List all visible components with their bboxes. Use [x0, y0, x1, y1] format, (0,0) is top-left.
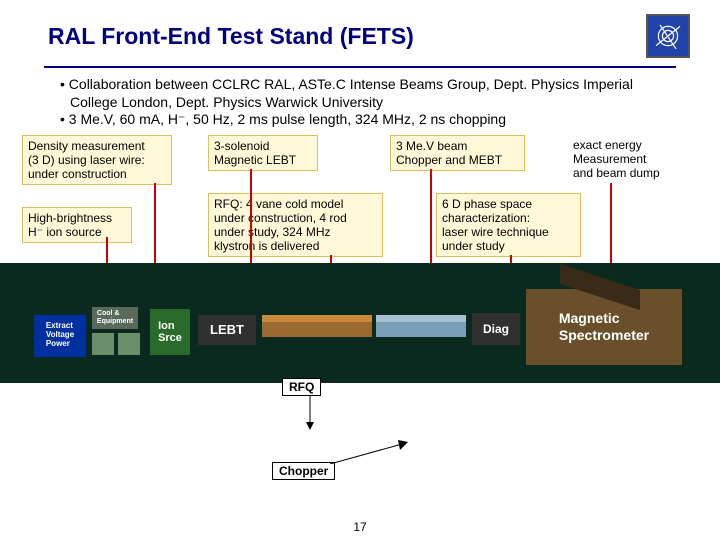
label-chopper: Chopper — [272, 462, 335, 480]
box-spectrometer: Magnetic Spectrometer — [526, 289, 682, 365]
beamline-diagram: Extract Voltage Power Cool & Equipment I… — [0, 263, 720, 383]
box-ion: Ion Srce — [150, 309, 190, 355]
callout-6d: 6 D phase space characterization: laser … — [436, 193, 581, 258]
callout-region: Density measurement (3 D) using laser wi… — [10, 135, 710, 263]
callout-rfq: RFQ: 4 vane cold model under constructio… — [208, 193, 383, 258]
box-lebt: LEBT — [198, 315, 256, 345]
callout-lebt: 3-solenoid Magnetic LEBT — [208, 135, 318, 171]
callout-energy: exact energy Measurement and beam dump — [568, 135, 683, 183]
box-extract: Extract Voltage Power — [34, 315, 86, 357]
chopper-leader — [330, 440, 410, 464]
callout-chopper-mebt: 3 Me.V beam Chopper and MEBT — [390, 135, 525, 171]
page-title: RAL Front-End Test Stand (FETS) — [48, 23, 646, 50]
bullet-1: • Collaboration between CCLRC RAL, ASTe.… — [60, 76, 666, 111]
rfq-leader — [300, 396, 320, 432]
cern-logo — [646, 14, 690, 58]
title-divider — [44, 66, 676, 68]
rfq-top-bar — [262, 315, 372, 322]
page-number: 17 — [0, 520, 720, 534]
bullet-list: • Collaboration between CCLRC RAL, ASTe.… — [60, 76, 666, 129]
callout-density: Density measurement (3 D) using laser wi… — [22, 135, 172, 185]
bullet-2: • 3 Me.V, 60 mA, H⁻, 50 Hz, 2 ms pulse l… — [60, 111, 666, 129]
box-aux1 — [92, 333, 114, 355]
box-aux2 — [118, 333, 140, 355]
callout-ionsource: High-brightness H⁻ ion source — [22, 207, 132, 243]
box-diag: Diag — [472, 313, 520, 345]
box-cool: Cool & Equipment — [92, 307, 138, 329]
label-rfq: RFQ — [282, 378, 321, 396]
chopper-top-bar — [376, 315, 466, 322]
